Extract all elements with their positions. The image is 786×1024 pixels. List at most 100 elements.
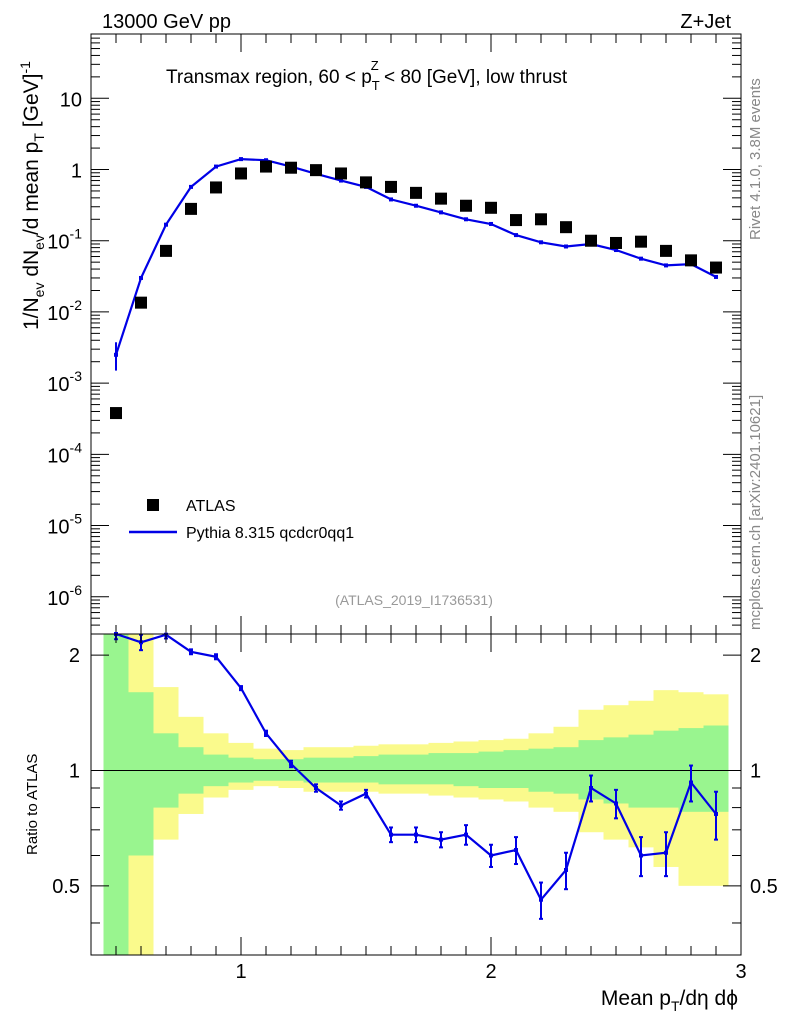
ylabel-part: /d mean p — [20, 142, 43, 235]
atlas-series — [110, 160, 722, 420]
ylabel-sub: ev — [31, 235, 47, 250]
y-tick-label: 10-2 — [47, 297, 82, 325]
y-tick-exp: -3 — [70, 368, 83, 384]
band-stat — [403, 754, 429, 785]
pythia-point — [339, 178, 343, 183]
ratio-pythia-point — [389, 832, 393, 837]
ylabel-part: 1/N — [20, 297, 43, 330]
ratio-pythia-point — [414, 832, 418, 837]
main-plot-frame — [90, 33, 742, 635]
ratio-pythia-point — [514, 848, 518, 853]
pythia-point — [439, 210, 443, 215]
title-sub: T — [372, 78, 380, 93]
ratio-pythia-point — [564, 867, 568, 872]
main-axis-ticks — [91, 33, 742, 635]
pythia-point — [614, 248, 618, 253]
atlas-point — [135, 296, 147, 309]
y-tick-exp: -1 — [70, 226, 83, 242]
y-tick-exp: -4 — [70, 439, 83, 455]
ratio-pythia-point — [614, 801, 618, 806]
x-tick-label: 2 — [485, 961, 496, 983]
pythia-point — [414, 203, 418, 208]
pythia-point — [239, 157, 243, 162]
pythia-point — [664, 263, 668, 268]
ratio-pythia-point — [439, 837, 443, 842]
atlas-point — [485, 201, 497, 214]
band-stat — [628, 734, 654, 808]
x-tick-label: 3 — [735, 961, 746, 983]
xlabel-part: Mean p — [601, 987, 671, 1010]
ratio-y-tick-labels: 0.5 0.5 1 1 2 2 — [52, 645, 778, 898]
title-sup: Z — [371, 58, 379, 73]
atlas-point — [285, 161, 297, 174]
y-tick-base: 1 — [71, 161, 82, 183]
legend-pythia-label: Pythia 8.315 qcdcr0qq1 — [186, 525, 354, 542]
pythia-point — [539, 240, 543, 245]
atlas-point — [585, 234, 597, 247]
atlas-point — [535, 213, 547, 226]
ratio-y-axis-label: Ratio to ATLAS — [24, 754, 41, 855]
y-tick-base: 10 — [47, 232, 69, 254]
ratio-pythia-point — [589, 785, 593, 790]
atlas-point — [710, 261, 722, 274]
y-tick-label: 10-3 — [47, 368, 82, 396]
atlas-point — [335, 167, 347, 180]
atlas-point — [310, 164, 322, 177]
y-tick-label: 10 — [60, 89, 82, 111]
pythia-point — [164, 222, 168, 227]
main-title: Transmax region, 60 < pTZ < 80 [GeV], lo… — [166, 58, 568, 93]
ratio-pythia-point — [689, 780, 693, 785]
ratio-y-tick-label-left: 0.5 — [52, 876, 80, 898]
ratio-pythia-point — [214, 654, 218, 659]
ratio-axis-ticks — [91, 634, 742, 955]
y-tick-base: 10 — [60, 89, 82, 111]
ratio-pythia-point — [364, 791, 368, 796]
xlabel-sub: T — [671, 998, 680, 1014]
ylabel-part: dN — [20, 250, 43, 283]
legend-atlas-label: ATLAS — [186, 498, 236, 515]
y-tick-exp: -6 — [70, 582, 83, 598]
ratio-pythia-point — [714, 811, 718, 816]
band-stat — [353, 756, 379, 783]
y-tick-base: 10 — [47, 588, 69, 610]
y-tick-label: 10-4 — [47, 439, 82, 467]
ylabel-sub: ev — [31, 283, 47, 298]
legend: ATLAS Pythia 8.315 qcdcr0qq1 — [129, 498, 354, 542]
atlas-point — [460, 199, 472, 212]
pythia-point — [464, 217, 468, 222]
ratio-y-tick-label-right: 0.5 — [750, 876, 778, 898]
band-stat — [378, 754, 404, 785]
y-tick-label: 10-5 — [47, 511, 82, 539]
ratio-pythia-point — [189, 649, 193, 654]
atlas-point — [360, 176, 372, 189]
main-y-axis-label: 1/Nev dNev/d mean pT [GeV]-1 — [17, 61, 47, 330]
ratio-y-tick-label-right: 2 — [750, 645, 761, 667]
pythia-point — [564, 244, 568, 249]
y-tick-base: 10 — [47, 517, 69, 539]
pythia-point — [714, 274, 718, 279]
pythia-point — [389, 197, 393, 202]
ratio-pythia-point — [314, 785, 318, 790]
ratio-pythia-point — [339, 803, 343, 808]
band-stat — [478, 751, 504, 788]
atlas-point — [410, 186, 422, 199]
y-tick-base: 10 — [47, 445, 69, 467]
x-axis-label: Mean pT/dη dϕ — [601, 987, 738, 1014]
ratio-pythia-point — [489, 853, 493, 858]
atlas-point — [235, 167, 247, 180]
y-tick-label: 10-6 — [47, 582, 82, 610]
pythia-point — [139, 275, 143, 280]
x-tick-label: 1 — [235, 961, 246, 983]
y-tick-exp: -2 — [70, 297, 83, 313]
pythia-point — [264, 158, 268, 163]
pythia-point — [489, 221, 493, 226]
ratio-pythia-point — [239, 686, 243, 691]
y-tick-base: 10 — [47, 374, 69, 396]
rivet-label: Rivet 4.1.0, 3.8M events — [747, 78, 764, 240]
atlas-point — [635, 235, 647, 248]
band-stat — [103, 634, 129, 955]
atlas-point — [160, 244, 172, 257]
atlas-point — [685, 254, 697, 267]
